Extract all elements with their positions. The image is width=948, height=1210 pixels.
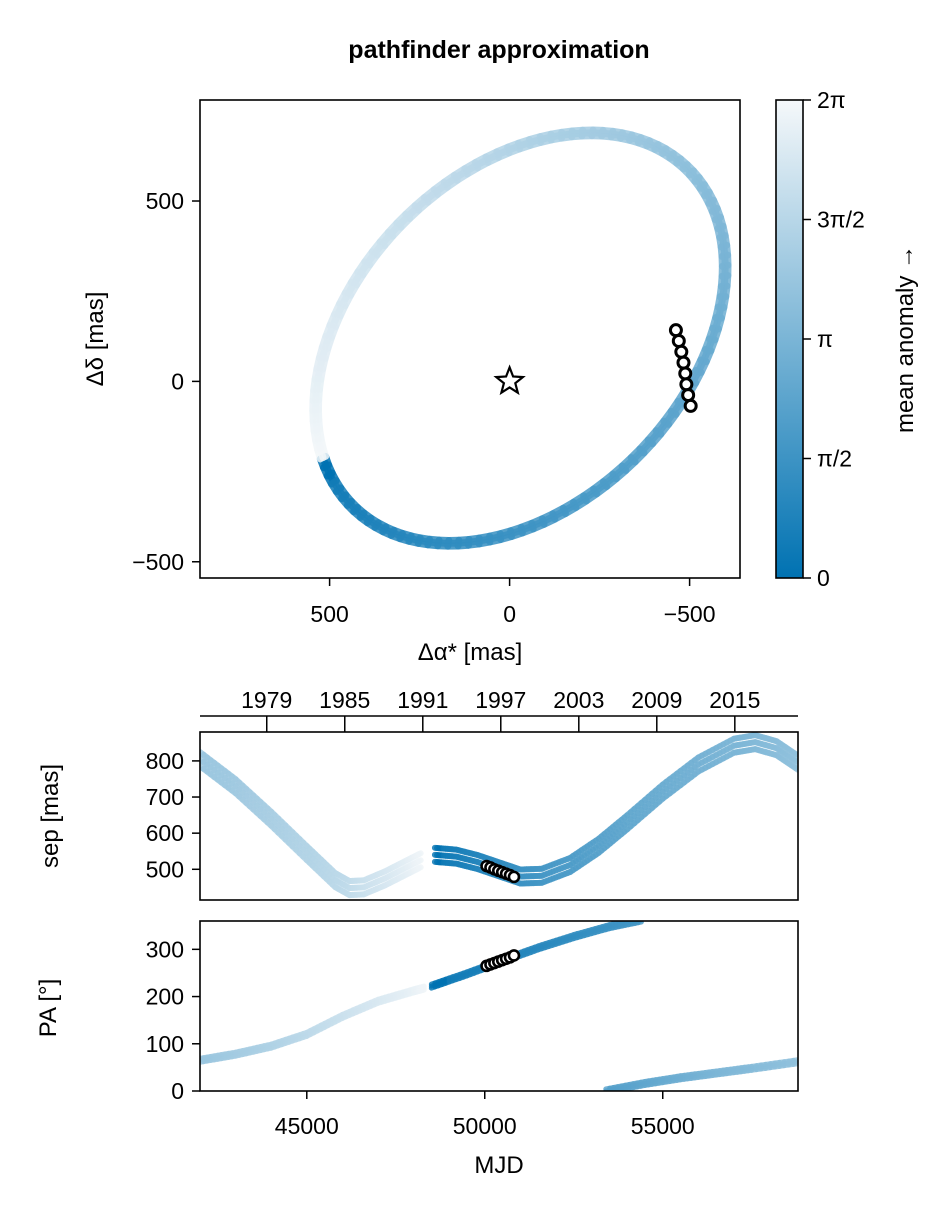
colorbar-gradient xyxy=(776,100,803,578)
band-segment xyxy=(604,1089,612,1091)
position-angle-panel: 0 100 200 300 45000 50000 55000 PA [°] MJD xyxy=(35,920,799,1179)
orbit-ytick-label: 0 xyxy=(171,368,184,394)
year-tick-label: 1991 xyxy=(397,687,448,713)
colorbar-tick-label: 0 xyxy=(817,565,830,591)
separation-frame xyxy=(199,731,799,901)
band-segment xyxy=(629,921,637,923)
colorbar-tick-label: π xyxy=(817,326,833,352)
orbit-observation-point xyxy=(671,333,686,348)
orbit-observation-point xyxy=(676,355,691,370)
position-angle-ytick-label: 100 xyxy=(146,1031,184,1057)
orbit-xtick-label: −500 xyxy=(664,601,716,627)
year-tick-label: 2003 xyxy=(553,687,604,713)
orbit-frame xyxy=(199,99,741,579)
mjd-xtick-label: 45000 xyxy=(275,1113,339,1139)
band-segment xyxy=(416,857,424,864)
orbit-xtick-label: 500 xyxy=(310,601,348,627)
mjd-xtick-label: 55000 xyxy=(631,1113,695,1139)
band-segment xyxy=(416,850,424,857)
orbit-observation-point xyxy=(681,388,696,403)
orbit-xlabel: Δα* [mas] xyxy=(418,639,523,666)
position-angle-ytick-label: 0 xyxy=(171,1078,184,1104)
year-tick-label: 1997 xyxy=(475,687,526,713)
orbit-band-segment xyxy=(314,446,324,463)
orbit-observation-point xyxy=(679,377,694,392)
colorbar-tick-label: 2π xyxy=(817,87,846,113)
separation-ytick-label: 500 xyxy=(146,856,184,882)
position-angle-frame xyxy=(199,920,799,1092)
mjd-xtick-label: 50000 xyxy=(453,1113,517,1139)
colorbar-label: mean anomaly → xyxy=(892,245,919,433)
orbit-ylabel: Δδ [mas] xyxy=(82,292,109,387)
year-tick-label: 1979 xyxy=(241,687,292,713)
colorbar-tick-label: 3π/2 xyxy=(817,207,865,233)
orbit-panel: 500 0 −500 −500 0 500 Δα* [mas] Δδ [mas] xyxy=(82,99,741,666)
orbit-observation-point xyxy=(678,366,693,381)
orbit-ytick-label: −500 xyxy=(132,549,184,575)
year-tick-label: 2015 xyxy=(709,687,760,713)
colorbar-tick-label: π/2 xyxy=(817,446,852,472)
star-marker xyxy=(493,364,526,396)
orbit-xtick-label: 0 xyxy=(503,601,516,627)
position-angle-ytick-label: 300 xyxy=(146,936,184,962)
year-tick-label: 1985 xyxy=(319,687,370,713)
separation-ylabel: sep [mas] xyxy=(37,764,64,868)
position-angle-ytick-label: 200 xyxy=(146,984,184,1010)
band-segment xyxy=(635,921,644,926)
band-segment xyxy=(416,864,424,871)
separation-panel: 500 600 700 800 1979 1985 1991 1997 2003 2009 2015… xyxy=(37,687,799,901)
orbit-observation-point xyxy=(668,323,683,338)
separation-ytick-label: 600 xyxy=(146,820,184,846)
orbit-ytick-label: 500 xyxy=(146,188,184,214)
separation-ytick-label: 800 xyxy=(146,748,184,774)
position-angle-ylabel: PA [°] xyxy=(35,979,62,1038)
band-segment xyxy=(633,921,640,922)
separation-ytick-label: 700 xyxy=(146,784,184,810)
observation-point xyxy=(507,870,521,884)
observation-point xyxy=(507,949,521,962)
orbit-observation-point xyxy=(683,398,698,413)
band-segment xyxy=(637,921,640,922)
chart-title: pathfinder approximation xyxy=(348,36,649,64)
colorbar: 0 π/2 π 3π/2 2π mean anomaly → xyxy=(775,87,919,591)
orbit-observation-point xyxy=(674,344,689,359)
position-angle-xlabel: MJD xyxy=(474,1152,523,1179)
year-tick-label: 2009 xyxy=(631,687,682,713)
